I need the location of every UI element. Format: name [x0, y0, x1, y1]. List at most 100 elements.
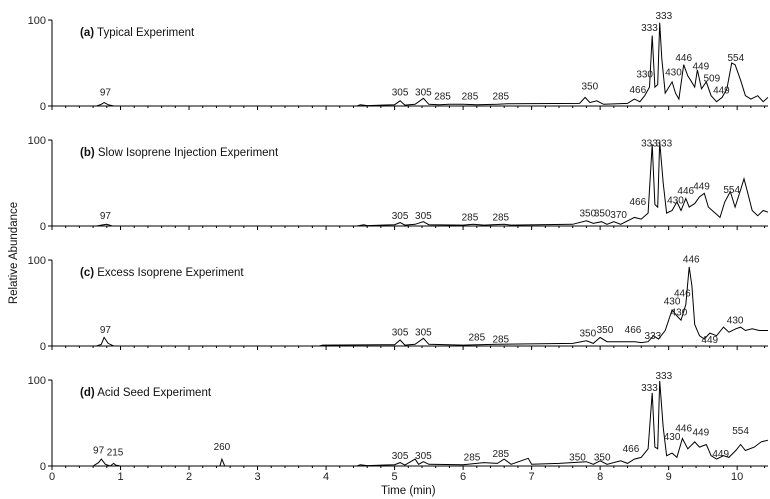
- peak-label: 285: [492, 213, 509, 224]
- peak-label: 446: [674, 289, 691, 300]
- peak-label: 333: [641, 23, 658, 34]
- peak-label: 430: [664, 296, 681, 307]
- panel-title: (d) Acid Seed Experiment: [80, 387, 212, 399]
- peak-label: 430: [664, 432, 681, 443]
- peak-label: 350: [594, 208, 611, 219]
- peak-label: 97: [100, 87, 112, 98]
- peak-label: 449: [693, 182, 710, 193]
- peak-label: 446: [675, 423, 692, 434]
- panel-title: (b) Slow Isoprene Injection Experiment: [80, 147, 279, 159]
- peak-label: 305: [415, 211, 432, 222]
- chromatogram-trace: [52, 22, 769, 107]
- peak-label: 350: [579, 208, 596, 219]
- peak-label: 333: [641, 383, 658, 394]
- y-tick-label: 0: [40, 101, 46, 113]
- peak-label: 449: [713, 86, 730, 97]
- peak-label: 285: [468, 333, 485, 344]
- x-tick-label: 7: [529, 471, 535, 483]
- peak-label: 285: [492, 334, 509, 345]
- y-tick-label: 0: [40, 461, 46, 473]
- peak-label: 285: [464, 453, 481, 464]
- x-tick-label: 5: [392, 471, 398, 483]
- peak-label: 285: [434, 92, 451, 103]
- peak-label: 305: [392, 211, 409, 222]
- peak-label: 446: [683, 254, 700, 265]
- peak-label: 305: [392, 327, 409, 338]
- peak-label: 97: [100, 325, 112, 336]
- peak-label: 466: [623, 444, 640, 455]
- peak-label: 285: [492, 449, 509, 460]
- panel-title-letter: (b): [80, 147, 95, 159]
- peak-label: 330: [636, 69, 653, 80]
- panel-title-letter: (a): [80, 27, 94, 39]
- x-tick-label: 2: [186, 471, 192, 483]
- peak-label: 350: [579, 328, 596, 339]
- peak-label: 305: [392, 451, 409, 462]
- panel-title-text: Excess Isoprene Experiment: [94, 267, 244, 279]
- panel-title: (c) Excess Isoprene Experiment: [80, 267, 244, 279]
- x-tick-label: 6: [460, 471, 466, 483]
- panel-title-text: Acid Seed Experiment: [95, 387, 212, 399]
- x-tick-label: 8: [597, 471, 603, 483]
- peak-label: 430: [665, 68, 682, 79]
- peak-label: 97: [93, 446, 105, 457]
- peak-label: 370: [610, 210, 627, 221]
- x-tick-label: 4: [323, 471, 329, 483]
- y-tick-label: 0: [40, 221, 46, 233]
- panel-title-text: Slow Isoprene Injection Experiment: [95, 147, 279, 159]
- chromatogram-trace: [52, 380, 769, 467]
- peak-label: 333: [656, 139, 673, 150]
- y-tick-label: 100: [28, 135, 46, 147]
- x-tick-label: 1: [117, 471, 123, 483]
- peak-label: 554: [732, 426, 749, 437]
- peak-label: 446: [677, 186, 694, 197]
- peak-label: 509: [703, 74, 720, 85]
- peak-label: 305: [392, 87, 409, 98]
- y-tick-label: 100: [28, 255, 46, 267]
- peak-label: 305: [415, 87, 432, 98]
- panel-title-letter: (c): [80, 267, 94, 279]
- peak-label: 350: [597, 325, 614, 336]
- peak-label: 333: [656, 11, 673, 22]
- peak-label: 430: [667, 195, 684, 206]
- chromatogram-trace: [52, 141, 769, 227]
- panel-title-letter: (d): [80, 387, 95, 399]
- peak-label: 466: [629, 85, 646, 96]
- peak-label: 285: [492, 92, 509, 103]
- peak-label: 285: [462, 213, 479, 224]
- peak-label: 305: [415, 327, 432, 338]
- peak-label: 466: [625, 325, 642, 336]
- peak-label: 97: [100, 211, 112, 222]
- y-tick-label: 100: [28, 375, 46, 387]
- peak-label: 350: [582, 81, 599, 92]
- peak-label: 430: [671, 308, 688, 319]
- peak-label: 446: [675, 53, 692, 64]
- peak-label: 333: [641, 139, 658, 150]
- peak-label: 449: [701, 335, 718, 346]
- peak-label: 350: [569, 453, 586, 464]
- peak-label: 285: [462, 92, 479, 103]
- x-tick-label: 3: [254, 471, 260, 483]
- peak-label: 449: [712, 449, 729, 460]
- peak-label: 449: [693, 62, 710, 73]
- peak-label: 466: [629, 197, 646, 208]
- peak-label: 430: [727, 315, 744, 326]
- x-tick-label: 9: [666, 471, 672, 483]
- y-tick-label: 100: [28, 15, 46, 27]
- peak-label: 260: [214, 442, 231, 453]
- panel-title-text: Typical Experiment: [94, 27, 195, 39]
- peak-label: 333: [645, 331, 662, 342]
- x-tick-label: 0: [49, 471, 55, 483]
- x-tick-label: 10: [731, 471, 743, 483]
- y-axis-title: Relative Abundance: [8, 202, 20, 304]
- peak-label: 554: [727, 53, 744, 64]
- chromatogram-trace: [52, 266, 768, 347]
- peak-label: 305: [415, 451, 432, 462]
- peak-label: 333: [656, 371, 673, 382]
- peak-label: 449: [693, 428, 710, 439]
- x-axis-title: Time (min): [381, 485, 436, 497]
- panel-title: (a) Typical Experiment: [80, 27, 195, 39]
- y-tick-label: 0: [40, 341, 46, 353]
- peak-label: 350: [594, 453, 611, 464]
